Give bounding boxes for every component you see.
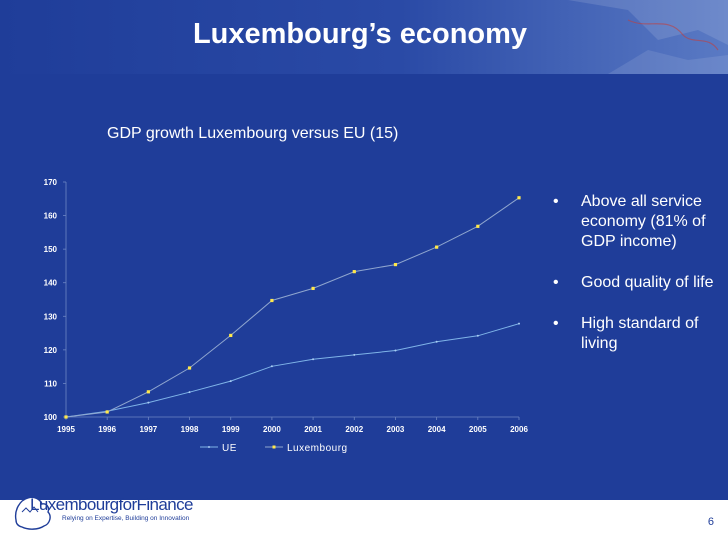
bullet-dot: • (553, 315, 559, 332)
series-line-luxembourg (65, 197, 520, 418)
logo-tagline: Relying on Expertise, Building on Innova… (62, 515, 190, 522)
y-tick-label: 160 (44, 212, 58, 221)
data-point-luxembourg (435, 245, 439, 249)
data-point-luxembourg (270, 298, 274, 303)
x-tick-label: 2005 (469, 425, 487, 434)
data-point-ue (394, 349, 397, 352)
data-point-luxembourg (146, 390, 150, 394)
x-tick-label: 1997 (139, 425, 157, 434)
bullet-item: • Good quality of life (553, 273, 723, 293)
legend-label-luxembourg: Luxembourg (287, 443, 348, 454)
lion-icon (14, 496, 51, 530)
x-tick-label: 2002 (345, 425, 363, 434)
y-tick-label: 120 (44, 346, 58, 355)
luxembourg-for-finance-logo: LuxembourgforFinance Relying on Expertis… (10, 490, 230, 540)
x-tick-label: 1998 (181, 425, 199, 434)
page-number: 6 (707, 516, 714, 528)
map-decoration (568, 0, 728, 74)
series-line-ue (65, 323, 520, 418)
title-banner: Luxembourg’s economy (0, 0, 728, 74)
x-tick-label: 1996 (98, 425, 116, 434)
data-point-luxembourg (311, 286, 315, 291)
x-tick-label: 2004 (428, 425, 446, 434)
data-point-luxembourg (393, 262, 398, 267)
data-point-ue (229, 380, 232, 383)
x-tick-label: 2001 (304, 425, 322, 434)
y-tick-label: 140 (44, 279, 58, 288)
bullet-text: Good quality of life (581, 274, 714, 291)
slide-title: Luxembourg’s economy (192, 18, 528, 50)
data-point-ue (353, 353, 356, 356)
data-point-luxembourg (105, 410, 109, 414)
data-point-luxembourg (517, 196, 521, 200)
gdp-line-chart: 100 110 120 130 140 150 160 170 1995 1996 1997 1998… (44, 178, 529, 454)
x-tick-label: 1995 (57, 425, 75, 434)
bullet-text: High standard of living (581, 315, 699, 352)
data-point-ue (435, 340, 438, 343)
x-tick-label: 1999 (222, 425, 240, 434)
data-point-luxembourg (229, 333, 233, 338)
data-point-ue (188, 391, 191, 394)
data-point-ue (270, 365, 273, 368)
y-tick-label: 110 (44, 379, 57, 388)
bullet-item: • Above all service economy (81% of GDP i… (553, 192, 723, 252)
chart-title: GDP growth Luxembourg versus EU (15) (107, 125, 399, 142)
y-tick-label: 150 (44, 245, 58, 254)
x-tick-label: 2000 (263, 425, 281, 434)
data-point-luxembourg (64, 415, 68, 419)
legend-marker-luxembourg (272, 445, 276, 449)
legend-label-ue: UE (222, 443, 237, 454)
bullet-text: Above all service economy (81% of GDP in… (581, 193, 706, 250)
x-tick-label: 2006 (510, 425, 528, 434)
bullet-item: • High standard of living (553, 314, 723, 354)
footer: LuxembourgforFinance Relying on Expertis… (0, 495, 728, 544)
data-point-ue (312, 358, 315, 361)
y-tick-label: 100 (44, 413, 58, 422)
slide: Luxembourg’s economy GDP growth Luxembou… (0, 0, 728, 500)
data-point-luxembourg (187, 366, 192, 370)
data-point-ue (147, 401, 150, 404)
data-point-ue (518, 322, 520, 325)
data-point-luxembourg (476, 224, 480, 228)
bullet-dot: • (553, 193, 559, 210)
logo-wordmark: LuxembourgforFinance (30, 495, 193, 514)
x-tick-label: 2003 (387, 425, 405, 434)
data-point-luxembourg (352, 270, 356, 274)
bullet-list: • Above all service economy (81% of GDP i… (553, 192, 723, 375)
legend-marker-ue (208, 446, 210, 448)
bullet-dot: • (553, 274, 559, 291)
y-tick-label: 130 (44, 312, 58, 321)
data-point-ue (476, 334, 479, 337)
y-tick-label: 170 (44, 178, 58, 187)
